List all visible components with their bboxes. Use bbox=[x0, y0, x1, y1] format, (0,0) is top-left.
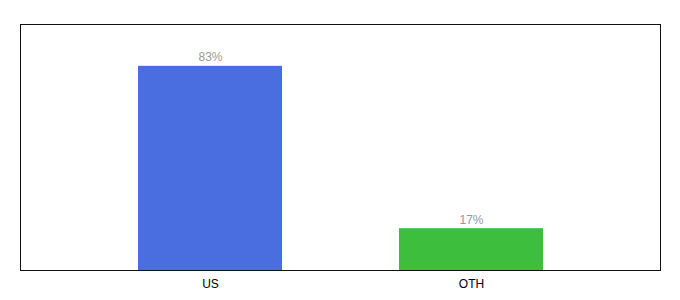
svg-text:OTH: OTH bbox=[459, 277, 484, 291]
svg-text:17%: 17% bbox=[459, 213, 483, 227]
svg-text:83%: 83% bbox=[198, 50, 222, 64]
svg-text:US: US bbox=[202, 277, 219, 291]
